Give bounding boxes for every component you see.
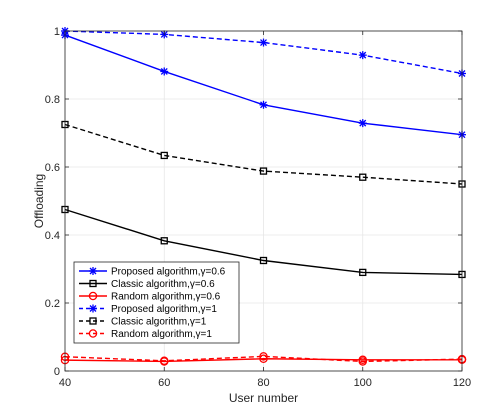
data-point	[359, 173, 367, 181]
data-point	[160, 237, 168, 245]
x-tick-label: 100	[354, 377, 372, 389]
x-tick-label: 120	[453, 377, 471, 389]
legend-item: Proposed algorithm,γ=1	[79, 304, 217, 315]
legend-item: Random algorithm,γ=1	[79, 329, 212, 340]
legend-item: Random algorithm,γ=0.6	[79, 292, 221, 303]
data-point	[259, 100, 268, 109]
data-point	[159, 356, 169, 366]
x-tick-label: 40	[59, 377, 71, 389]
x-tick-label: 80	[257, 377, 269, 389]
legend-item: Proposed algorithm,γ=0.6	[79, 267, 226, 278]
x-axis-label: User number	[229, 391, 298, 405]
series-line	[64, 123, 463, 185]
series-line	[64, 30, 463, 75]
series-line	[64, 358, 462, 363]
legend-box	[73, 261, 240, 344]
y-axis-label: Offloading	[32, 174, 46, 229]
data-point	[358, 119, 367, 128]
legend-marker	[89, 267, 97, 275]
legend-marker	[89, 304, 97, 313]
legend-marker	[89, 317, 97, 325]
y-tick-label: 0.8	[45, 94, 60, 106]
series-5	[60, 352, 467, 366]
data-point	[259, 38, 268, 47]
series-1	[61, 205, 466, 279]
axis-ticks: 40 60 80 100 120 0 0.2 0.4 0.6 0.8 1	[45, 26, 471, 389]
data-point	[259, 354, 268, 364]
data-point	[259, 256, 268, 265]
legend-label: Random algorithm,γ=0.6	[111, 292, 221, 303]
series-line	[64, 355, 463, 363]
data-point	[359, 268, 367, 277]
y-tick-label: 0.2	[45, 298, 60, 310]
legend-label: Classic algorithm,γ=0.6	[111, 279, 215, 290]
y-tick-label: 0.6	[45, 162, 60, 174]
x-tick-label: 60	[158, 377, 170, 389]
legend-label: Random algorithm,γ=1	[111, 329, 212, 340]
data-point	[358, 51, 367, 60]
legend-label: Proposed algorithm,γ=1	[111, 304, 217, 315]
y-tick-label: 0	[54, 366, 60, 378]
legend-marker	[88, 291, 98, 301]
legend-item: Classic algorithm,γ=1	[79, 317, 207, 328]
legend-label: Proposed algorithm,γ=0.6	[111, 267, 226, 278]
series-group	[60, 27, 467, 366]
data-point	[259, 352, 268, 361]
legend-label: Classic algorithm,γ=1	[111, 317, 207, 328]
data-point	[358, 357, 367, 366]
data-point	[160, 67, 169, 76]
data-point	[259, 167, 268, 175]
data-point	[160, 151, 168, 160]
legend-item: Classic algorithm,γ=0.6	[79, 279, 215, 290]
series-line	[64, 208, 463, 276]
legend-marker	[88, 329, 98, 338]
y-tick-label: 0.4	[45, 230, 60, 242]
legend-marker	[89, 279, 97, 288]
y-tick-label: 1	[54, 26, 60, 38]
